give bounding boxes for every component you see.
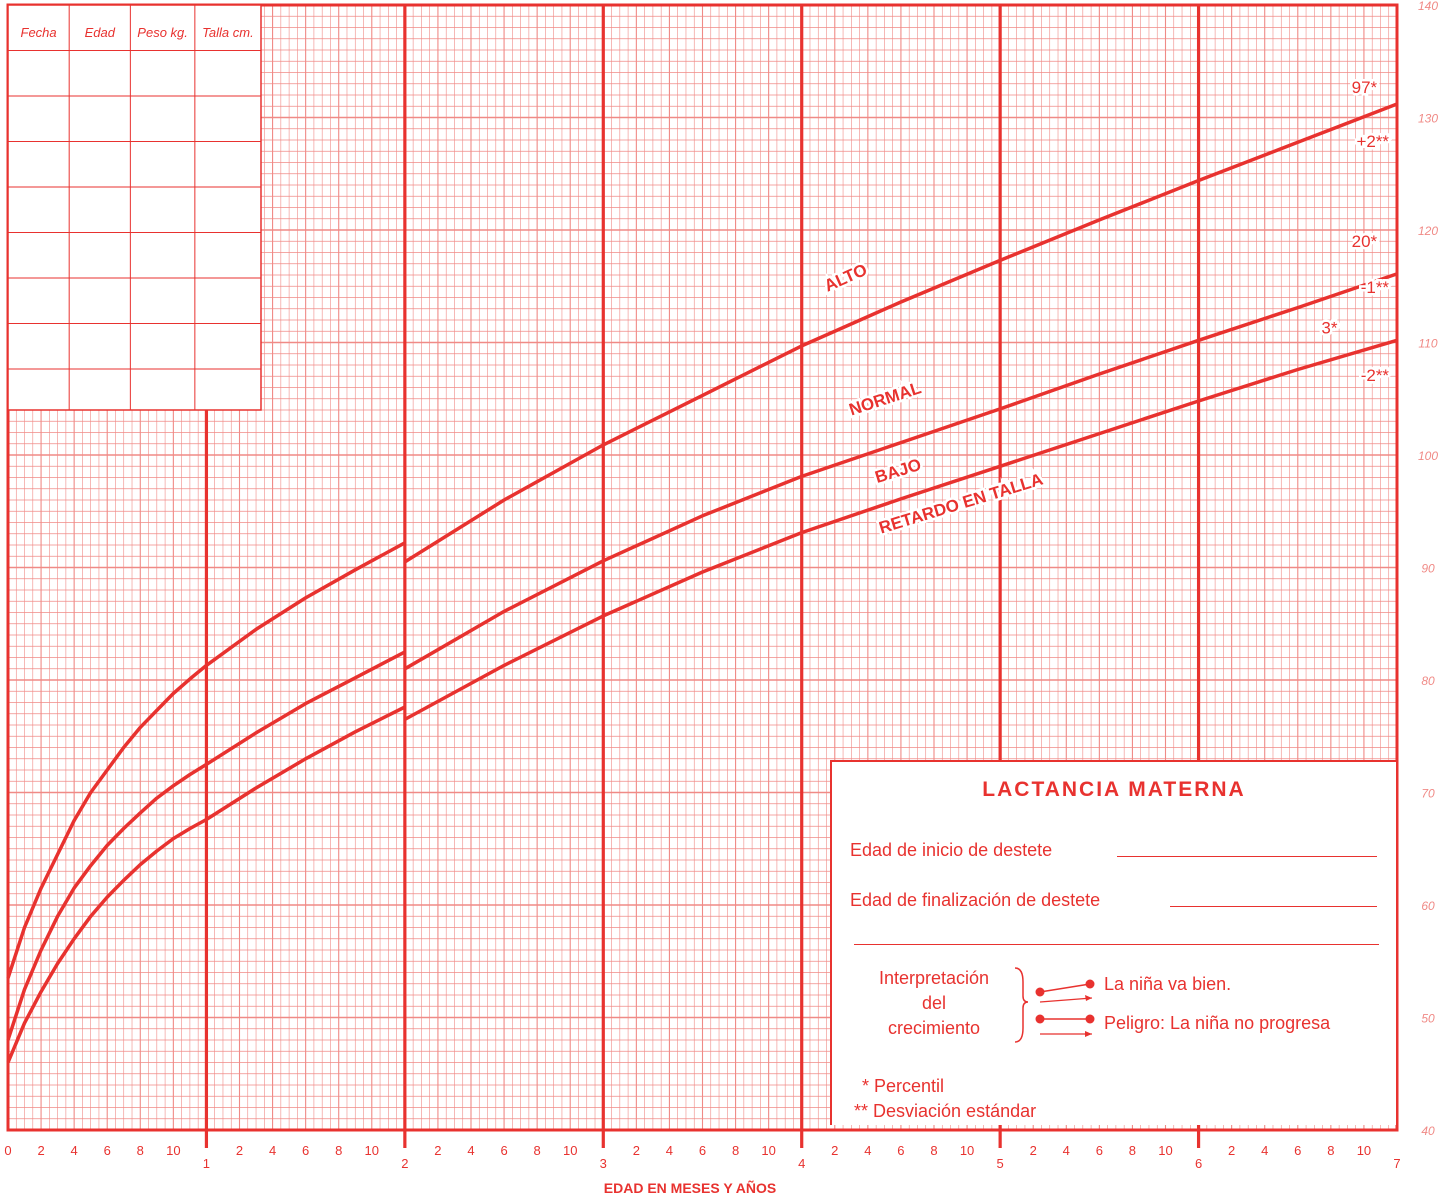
- x-tick-year: 0: [4, 1143, 11, 1158]
- curve-label-20: 20*: [1352, 232, 1378, 251]
- y-tick: 60: [1421, 899, 1435, 913]
- zone-label-bajo: BAJO: [873, 455, 924, 487]
- x-tick-month: 6: [1096, 1143, 1103, 1158]
- x-tick-month: 8: [930, 1143, 937, 1158]
- x-tick-month: 10: [365, 1143, 379, 1158]
- percentile-curve: [6, 705, 406, 1064]
- x-tick-month: 6: [302, 1143, 309, 1158]
- weaning-end-label: Edad de finalización de destete: [850, 890, 1101, 910]
- x-tick-year: 4: [798, 1156, 805, 1171]
- record-table-header: Peso kg.: [137, 25, 188, 40]
- x-tick-month: 8: [335, 1143, 342, 1158]
- x-tick-month: 8: [1129, 1143, 1136, 1158]
- x-tick-month: 8: [534, 1143, 541, 1158]
- record-table-box: [7, 4, 262, 411]
- x-tick-month: 6: [699, 1143, 706, 1158]
- breastfeeding-legend-box: LACTANCIA MATERNA Edad de inicio de dest…: [830, 760, 1396, 1125]
- x-tick-month: 2: [37, 1143, 44, 1158]
- zone-label-normal: NORMAL: [847, 378, 924, 419]
- x-tick-month: 4: [666, 1143, 673, 1158]
- x-tick-month: 4: [864, 1143, 871, 1158]
- interpretation-line-2: del: [921, 993, 947, 1013]
- record-table-header: Fecha: [21, 25, 57, 40]
- x-tick-month: 4: [71, 1143, 78, 1158]
- x-tick-month: 10: [166, 1143, 180, 1158]
- x-axis-ticks: 0 1 2 3 4 5 6 7 2 4 6 8 10 2 4 6 8 10 2 4 6 8 10 2 4 6 8 10 2 4 6 8 10 2 4…: [4, 1143, 1400, 1171]
- x-tick-month: 2: [434, 1143, 441, 1158]
- zone-label-alto: ALTO: [821, 260, 870, 296]
- percentile-curve: [404, 272, 1398, 671]
- result-good-label: La niña va bien.: [1104, 974, 1232, 994]
- y-tick: 90: [1421, 562, 1435, 576]
- percentile-note: * Percentil: [862, 1076, 945, 1096]
- x-tick-month: 2: [1228, 1143, 1235, 1158]
- y-tick: 140: [1418, 0, 1438, 13]
- x-axis-title: EDAD EN MESES Y AÑOS: [603, 1180, 777, 1196]
- y-tick: 40: [1421, 1124, 1435, 1138]
- x-tick-month: 10: [1158, 1143, 1172, 1158]
- y-tick: 120: [1418, 224, 1438, 238]
- x-tick-month: 4: [1261, 1143, 1268, 1158]
- x-tick-month: 6: [104, 1143, 111, 1158]
- x-tick-month: 10: [960, 1143, 974, 1158]
- x-tick-year: 2: [401, 1156, 408, 1171]
- y-tick: 110: [1418, 337, 1437, 351]
- interpretation-line-1: Interpretación: [878, 968, 990, 988]
- percentile-curve: [404, 338, 1398, 721]
- x-tick-month: 6: [500, 1143, 507, 1158]
- chart-frame: [6, 3, 1399, 1132]
- x-tick-month: 6: [1294, 1143, 1301, 1158]
- percentile-curve: [6, 650, 406, 1041]
- curve-note-minus1: -1**: [1361, 278, 1390, 297]
- interpretation-label: Interpretación del crecimiento: [854, 966, 1014, 1041]
- x-tick-month: 4: [1063, 1143, 1070, 1158]
- x-tick-year: 1: [203, 1156, 210, 1171]
- x-tick-month: 6: [897, 1143, 904, 1158]
- record-table-header: Talla cm.: [202, 25, 254, 40]
- x-tick-month: 10: [761, 1143, 775, 1158]
- x-tick-month: 8: [732, 1143, 739, 1158]
- record-table: Fecha Edad Peso kg. Talla cm.: [7, 4, 262, 411]
- interpretation-arrows-icon: [1014, 967, 1095, 1043]
- y-tick: 80: [1421, 674, 1435, 688]
- y-axis-ticks: 40 50 60 70 80 90 100 110 120 130 140: [1418, 0, 1438, 1138]
- weaning-end-field[interactable]: [1170, 906, 1377, 907]
- y-tick: 50: [1421, 1012, 1435, 1026]
- result-bad-label: Peligro: La niña no progresa: [1104, 1013, 1331, 1033]
- sd-note: ** Desviación estándar: [854, 1101, 1037, 1121]
- y-tick: 70: [1421, 787, 1435, 801]
- y-tick: 100: [1418, 449, 1438, 463]
- x-tick-year: 7: [1393, 1156, 1400, 1171]
- x-tick-month: 2: [236, 1143, 243, 1158]
- x-tick-month: 2: [633, 1143, 640, 1158]
- x-tick-year: 5: [997, 1156, 1004, 1171]
- x-tick-month: 10: [1357, 1143, 1371, 1158]
- legend-title: LACTANCIA MATERNA: [982, 778, 1246, 801]
- x-tick-month: 4: [269, 1143, 276, 1158]
- curve-note-minus2: -2**: [1361, 366, 1390, 385]
- chart-curves: [6, 102, 1398, 1064]
- x-tick-month: 2: [1030, 1143, 1037, 1158]
- x-tick-month: 8: [1327, 1143, 1334, 1158]
- weaning-start-field[interactable]: [1117, 856, 1377, 857]
- legend-divider: [854, 944, 1379, 945]
- y-tick: 130: [1418, 112, 1438, 126]
- curve-label-3: 3*: [1321, 319, 1337, 338]
- record-table-header: Edad: [85, 25, 116, 40]
- x-tick-year: 3: [600, 1156, 607, 1171]
- x-tick-month: 10: [563, 1143, 577, 1158]
- x-tick-month: 2: [831, 1143, 838, 1158]
- x-tick-month: 4: [467, 1143, 474, 1158]
- percentile-curve: [6, 541, 406, 979]
- x-tick-month: 8: [137, 1143, 144, 1158]
- interpretation-line-3: crecimiento: [887, 1018, 981, 1038]
- curve-label-97: 97*: [1352, 78, 1378, 97]
- percentile-curve: [403, 102, 1398, 564]
- weaning-start-label: Edad de inicio de destete: [850, 840, 1053, 860]
- x-tick-year: 6: [1195, 1156, 1202, 1171]
- curve-note-plus2: +2**: [1356, 132, 1389, 151]
